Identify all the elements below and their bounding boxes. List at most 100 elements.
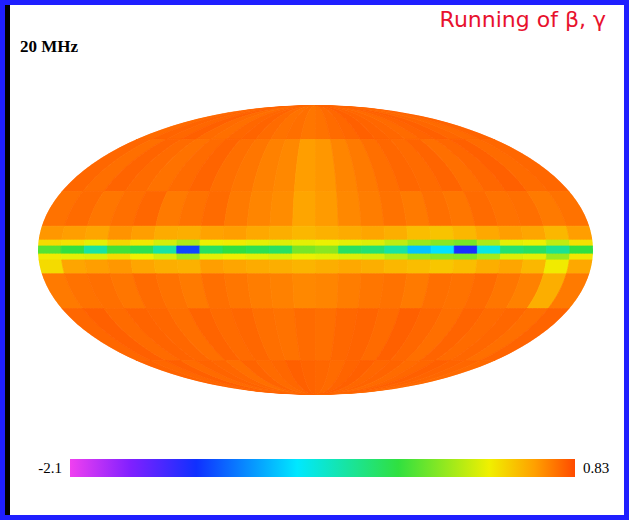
- map-cell: [177, 246, 200, 254]
- map-cell: [247, 274, 273, 309]
- map-cell: [294, 139, 315, 191]
- map-cell: [339, 246, 362, 254]
- map-cell: [544, 226, 570, 240]
- map-cell: [246, 226, 270, 240]
- map-cell: [84, 246, 107, 254]
- map-cell: [500, 240, 523, 246]
- map-cell: [475, 226, 500, 240]
- map-cell: [84, 240, 108, 246]
- map-cell: [338, 226, 361, 240]
- map-cell: [316, 240, 339, 246]
- map-cell: [569, 240, 593, 246]
- map-cell: [107, 240, 130, 246]
- map-cell: [498, 226, 523, 240]
- map-cell: [407, 260, 431, 274]
- map-cell: [241, 361, 316, 395]
- map-cell: [316, 361, 481, 395]
- map-cell: [246, 240, 269, 246]
- map-cell: [477, 246, 500, 254]
- map-cell: [430, 260, 454, 274]
- map-cell: [480, 139, 569, 191]
- map-cell: [200, 246, 223, 254]
- map-cell: [270, 274, 294, 309]
- map-cell: [407, 226, 431, 240]
- map-cell: [211, 105, 316, 139]
- map-cell: [521, 260, 546, 274]
- map-cell: [38, 254, 62, 260]
- map-cell: [546, 240, 570, 246]
- map-cell: [269, 240, 292, 246]
- map-cell: [316, 226, 339, 240]
- background: [0, 0, 629, 520]
- map-cell: [408, 240, 431, 246]
- map-cell: [384, 226, 408, 240]
- map-cell: [547, 246, 570, 254]
- map-cell: [181, 105, 316, 139]
- map-cell: [408, 246, 431, 254]
- map-cell: [452, 260, 477, 274]
- map-cell: [271, 361, 316, 395]
- map-cell: [223, 246, 246, 254]
- map-cell: [246, 254, 269, 260]
- map-cell: [548, 191, 589, 226]
- map-cell: [271, 105, 316, 139]
- colorbar-tick-label: 0.83: [583, 460, 609, 476]
- map-cell: [316, 246, 339, 254]
- map-cell: [293, 274, 316, 309]
- map-cell: [154, 246, 177, 254]
- map-cell: [39, 226, 65, 240]
- map-cell: [62, 260, 88, 274]
- map-cell: [316, 191, 339, 226]
- map-cell: [200, 240, 223, 246]
- map-cell: [452, 226, 477, 240]
- map: [38, 105, 593, 395]
- subtitle: 20 MHz: [20, 37, 79, 56]
- map-cell: [292, 240, 315, 246]
- map-cell: [337, 274, 361, 309]
- map-cell: [226, 105, 316, 139]
- map-cell: [361, 260, 385, 274]
- map-cell: [454, 246, 477, 254]
- title: Running of β, γ: [440, 7, 606, 32]
- map-cell: [301, 361, 316, 395]
- map-cell: [385, 246, 408, 254]
- map-cell: [454, 240, 477, 246]
- colorbar-tick-label: -2.1: [38, 460, 62, 476]
- map-cell: [246, 260, 270, 274]
- map-cell: [385, 254, 408, 260]
- map-cell: [61, 254, 85, 260]
- map-cell: [339, 254, 362, 260]
- map-cell: [166, 105, 316, 139]
- map-cell: [293, 191, 316, 226]
- map-cell: [223, 240, 246, 246]
- map-cell: [316, 254, 339, 260]
- map-cell: [136, 105, 316, 139]
- map-cell: [316, 105, 481, 139]
- map-cell: [154, 240, 177, 246]
- chart-container: Running of β, γ 20 MHz -2.1 0.83: [0, 0, 629, 520]
- map-cell: [131, 240, 154, 246]
- map-cell: [200, 260, 224, 274]
- map-cell: [385, 240, 408, 246]
- map-cell: [223, 254, 246, 260]
- map-cell: [177, 260, 201, 274]
- map-cell: [85, 260, 110, 274]
- map-cell: [131, 226, 156, 240]
- map-cell: [566, 226, 592, 240]
- map-cell: [108, 260, 133, 274]
- map-cell: [269, 226, 292, 240]
- map-cell: [107, 246, 130, 254]
- map-cell: [154, 254, 177, 260]
- map-cell: [500, 254, 523, 260]
- map-cell: [361, 226, 385, 240]
- map-cell: [301, 105, 316, 139]
- map-cell: [241, 105, 316, 139]
- map-cell: [431, 246, 454, 254]
- map-cell: [226, 361, 316, 395]
- map-cell: [286, 105, 316, 139]
- map-cell: [151, 105, 316, 139]
- map-cell: [548, 274, 589, 309]
- map-cell: [337, 191, 361, 226]
- map-cell: [430, 226, 454, 240]
- map-cell: [292, 226, 315, 240]
